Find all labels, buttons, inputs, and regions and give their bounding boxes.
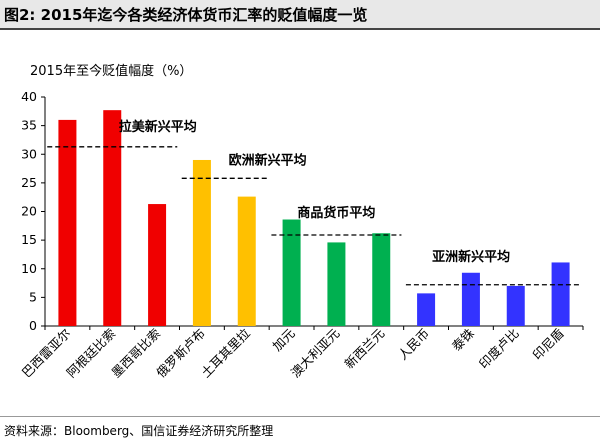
bar-12 [551,262,570,326]
bar-6 [282,219,301,326]
bar-7 [327,242,346,326]
y-tick-label: 40 [21,89,37,104]
y-axis-label: 2015年至今贬值幅度（%） [30,64,193,79]
y-tick-label: 25 [21,175,37,190]
source-divider [0,416,600,417]
x-category-label: 澳大利亚元 [288,326,343,381]
y-tick-label: 10 [21,261,37,276]
average-label-3: 商品货币平均 [297,205,375,221]
average-label-1: 拉美新兴平均 [119,119,197,135]
y-tick-label: 20 [21,204,37,219]
x-category-label: 加元 [269,326,297,354]
x-category-label: 印尼盾 [530,326,567,363]
bar-8 [372,233,391,326]
y-tick-label: 30 [21,146,37,161]
y-tick-label: 5 [29,289,37,304]
figure-title: 图2: 2015年迄今各类经济体货币汇率的贬值幅度一览 [0,0,600,30]
bar-10 [461,272,480,326]
y-tick-label: 15 [21,232,37,247]
bar-2 [103,110,122,326]
y-tick-label: 35 [21,118,37,133]
bar-1 [58,119,77,327]
bar-11 [506,285,525,326]
y-tick-label: 0 [29,318,37,333]
bar-9 [417,293,436,326]
x-category-label: 泰铢 [449,325,478,354]
bar-5 [237,196,256,326]
average-label-2: 欧洲新兴平均 [229,152,307,168]
source-note: 资料来源：Bloomberg、国信证券经济研究所整理 [4,424,274,438]
average-label-4: 亚洲新兴平均 [432,249,510,265]
bar-3 [148,204,167,326]
bar-4 [192,159,211,326]
x-category-label: 印度卢比 [476,326,522,372]
x-category-label: 新西兰元 [341,326,387,372]
x-category-label: 人民币 [395,326,432,363]
x-category-label: 土耳其里拉 [198,325,253,380]
